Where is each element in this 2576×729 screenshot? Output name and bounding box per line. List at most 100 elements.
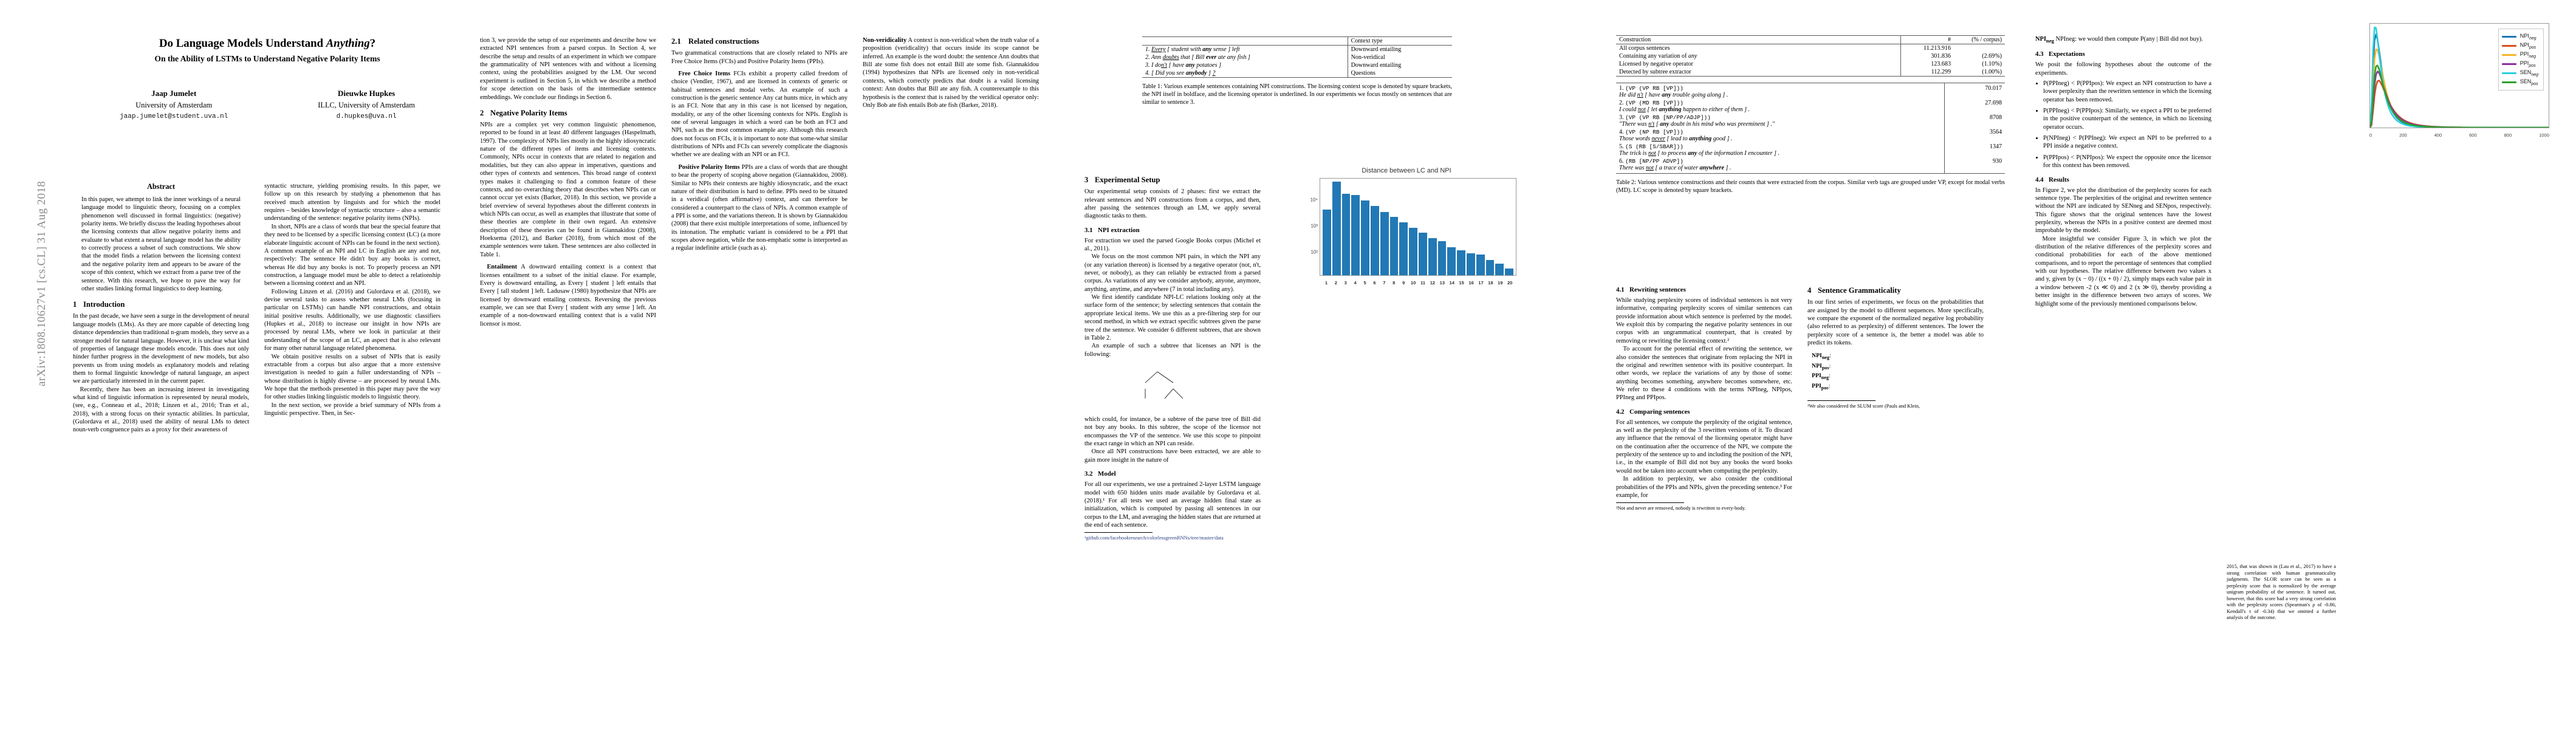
figure1-bar [1399,222,1408,275]
table-row: 3. (VP (VP RB [NP/PP/ADJP])) "There was … [1616,114,2005,128]
table2-cell-label: Detected by subtree extractor [1619,69,1691,75]
npi-extraction-p4: An example of such a subtree that licens… [1084,343,1261,358]
page4-column-2: 4 Sentence Grammaticality In our first se… [1807,286,1984,410]
table2-block: Construction # (% / corpus) All corpus s… [1616,35,2005,195]
table-header-row: Construction # (% / corpus) [1616,35,2005,44]
pp-tag-example [1837,362,1838,372]
results-p1: In Figure 2, we plot the distribution of… [2035,187,2211,234]
results-p2: More insightful we consider Figure 3, in… [2035,235,2211,307]
table-row: 5. (S (RB [S/SBAR])) The trick is not [ … [1616,143,2005,157]
row-index: 4. [1145,70,1150,77]
figure2-chart: NPIneg NPIpos PPIneg PPIpos SENneg SENpos 0 20… [2351,18,2552,143]
figure2-legend-swatch [2501,72,2516,74]
row-index: 2. [1619,100,1624,106]
figure2-xtick-label: 600 [2469,132,2477,138]
footnote-rule [1084,532,1153,533]
figure2-legend-label: SENneg [2519,69,2538,77]
nonveridicality-text: A context is non-veridical when the trut… [863,37,1039,109]
section-title: Negative Polarity Items [490,108,567,117]
author-email[interactable]: d.hupkes@uva.nl [336,112,397,120]
figure1-bar [1495,263,1504,275]
subsection-number: 4.2 [1616,408,1625,416]
figure2-legend-label: NPIneg [2519,33,2537,41]
table2-cell-count: 301.836 [1900,52,1954,60]
table-row: 1. Every [ student with any sense ] left… [1142,45,1452,53]
list-item: P(PPIpos) < P(NPIpos): We expect the opp… [2043,154,2211,170]
table-header-row: Context type [1142,36,1452,46]
parse-tree-figure [1084,362,1261,414]
figure2-xticks: 0 200 400 600 800 1000 [2369,132,2549,138]
table2-cell-pct [1954,44,2005,53]
table1: Context type 1. Every [ student with any… [1142,36,1452,78]
nonveridicality-paragraph: Non-veridicality A context is non-veridi… [863,36,1039,109]
positive-polarity-text: PPIs are a class of words that are thoug… [671,163,848,252]
figure2-legend-item[interactable]: SENpos [2501,78,2538,87]
entailment-label: Entailment [487,264,518,271]
npineg-note-text: NPIneg: we would then compute P(any | Bi… [2055,36,2203,43]
page2-column-3: Non-veridicality A context is non-veridi… [863,36,1039,109]
figure2-legend-item[interactable]: SENneg [2501,69,2538,78]
footnote-1[interactable]: ¹github.com/facebookresearch/colorlessgr… [1084,535,1224,541]
table-row: NPIneg: [1811,352,1838,361]
intro-paragraph-1: In the past decade, we have seen a surge… [73,313,249,385]
subsection-title: Results [2049,176,2069,183]
table-row: NPIpos: [1811,362,1838,372]
subsection-heading-rewriting: 4.1 Rewriting sentences [1616,286,1792,294]
author-email[interactable]: jaap.jumelet@student.uva.nl [120,112,228,120]
pp-tag-example [1837,372,1838,382]
table2-construction-cell: 5. (S (RB [S/SBAR])) The trick is not [ … [1619,143,1780,157]
figure2-xtick-label: 400 [2434,132,2442,138]
figure2-legend-swatch [2501,54,2516,56]
figure2-legend-label: NPIpos [2519,42,2537,50]
table2-construction-count: 930 [1944,157,2005,174]
page5-column-1: NPIneg NPIneg: we would then compute P(a… [2035,35,2211,308]
table2-header-construction: Construction [1619,36,1651,43]
pp-tag-label: PPIpos: [1812,382,1831,391]
pp-tags-table: NPIneg: NPIpos: PPIneg: PPIpos: [1811,352,1838,392]
figure1-bar [1323,209,1331,275]
section-number: 1 [73,300,77,309]
rewriting-p2: To account for the potential effect of r… [1616,346,1792,402]
arxiv-stamp: arXiv:1808.10627v1 [cs.CL] 31 Aug 2018 [35,180,48,386]
table2-construction-cell: 3. (VP (VP RB [NP/PP/ADJP])) "There was … [1619,114,1775,128]
subsection-heading-expectations: 4.3 Expectations [2035,50,2211,58]
figure2-legend-item[interactable]: PPIpos [2501,60,2538,69]
table2-construction-count: 1347 [1944,143,2005,157]
section-title: Sentence Grammaticality [1818,286,1901,295]
title-block: Do Language Models Understand Anything? … [73,36,462,121]
subsection-title: Related constructions [688,37,759,46]
figure1-xtick-label: 2 [1334,280,1337,286]
pp-tag-label: NPIpos: [1812,362,1831,371]
figure1-bar [1505,269,1513,275]
table1-block: Context type 1. Every [ student with any… [1142,36,1452,107]
figure1-xtick-label: 15 [1459,280,1464,286]
subsection-heading-comparing: 4.2 Comparing sentences [1616,408,1792,416]
figure1-bars [1320,179,1516,275]
figure2-curves [2370,26,2549,128]
intro-paragraph-2: Recently, there has been an increasing i… [73,386,249,434]
table1-cell-sentence: 2. Ann doubts that [ Bill ever ate any f… [1145,54,1250,61]
entailment-paragraph: Entailment A downward entailing context … [480,263,656,328]
figure2-legend-item[interactable]: NPIneg [2501,32,2538,41]
figure1-bar [1361,200,1369,275]
free-choice-label: Free Choice Items [678,70,731,77]
figure2-legend-item[interactable]: PPIneg [2501,50,2538,60]
figure1-xtick-label: 6 [1373,280,1376,286]
table-row: All corpus sentences 11.213.916 [1616,44,2005,53]
table1-cell-context: Questions [1347,69,1452,78]
page2-column-1: tion 3, we provide the setup of our expe… [480,36,656,328]
npi-extraction-p6: Once all NPI constructions have been ext… [1084,448,1261,464]
figure2-legend-item[interactable]: NPIpos [2501,41,2538,50]
table-row: Containing any variation of any 301.836 … [1616,52,2005,60]
subsection-number: 4.4 [2035,176,2044,183]
row-index: 3. [1145,62,1150,69]
section-title: Introduction [83,300,125,309]
intro-paragraph-6: We obtain positive results on a subset o… [264,353,440,401]
list-item: P(PPIneg) < P(PPIpos): We expect an NPI … [2043,80,2211,104]
construction-pattern: (RB [NP/PP ADVP]) [1625,158,1684,165]
pp-tag-label: PPIneg: [1812,372,1831,381]
npi-extraction-p5: which could, for instance, be a subtree … [1084,416,1261,448]
author-list: Jaap Jumelet University of Amsterdam jaa… [73,89,462,121]
figure1-bar [1389,216,1399,275]
subsection-title: Expectations [2049,50,2085,58]
